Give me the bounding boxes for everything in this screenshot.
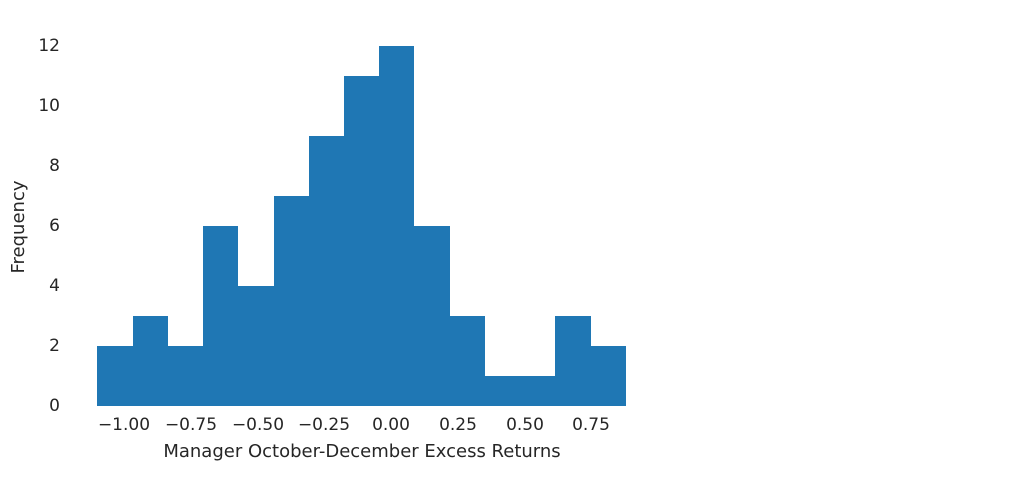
histogram-bar [414, 226, 450, 406]
y-tick-label: 6 [49, 216, 60, 236]
y-tick-label: 10 [38, 96, 60, 116]
histogram-bar [344, 76, 379, 406]
histogram-bar [450, 316, 485, 406]
x-axis-label: Manager October-December Excess Returns [163, 441, 561, 462]
histogram-bar [591, 346, 626, 406]
y-tick-label: 12 [38, 36, 60, 56]
histogram-bar [379, 46, 414, 406]
x-tick-label: 0.50 [506, 415, 544, 435]
x-tick-label: −0.25 [297, 415, 351, 435]
y-tick-label: 2 [49, 336, 60, 356]
histogram-bar [238, 286, 274, 406]
histogram-bar [133, 316, 168, 406]
histogram-bar [168, 346, 203, 406]
y-tick-label: 0 [49, 396, 60, 416]
histogram-bar [97, 346, 133, 406]
x-tick-label: −0.75 [164, 415, 218, 435]
histogram-bar [203, 226, 238, 406]
x-tick-label: 0.25 [439, 415, 477, 435]
x-tick-label: −0.50 [231, 415, 285, 435]
histogram-bar [309, 136, 344, 406]
x-tick-label: 0.75 [572, 415, 610, 435]
x-tick-label: −1.00 [97, 415, 151, 435]
y-tick-label: 8 [49, 156, 60, 176]
histogram-bar [520, 376, 555, 406]
y-tick-label: 4 [49, 276, 60, 296]
x-tick-label: 0.00 [372, 415, 410, 435]
histogram-bar [485, 376, 520, 406]
histogram-bar [274, 196, 309, 406]
histogram-bar [555, 316, 591, 406]
